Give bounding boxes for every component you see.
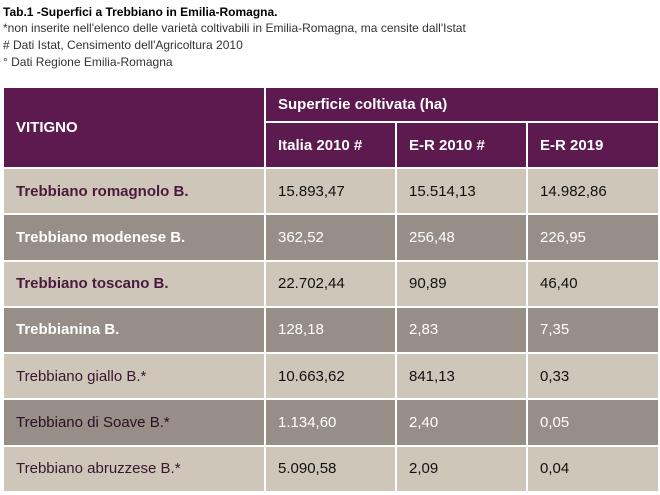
row-label: Trebbiano romagnolo B. [2, 166, 266, 216]
table-row: Trebbianina B. 128,18 2,83 7,35 [2, 305, 660, 355]
table-row: Trebbiano di Soave B.* 1.134,60 2,40 0,0… [2, 398, 660, 447]
footnote-istat: # Dati Istat, Censimento dell'Agricoltur… [3, 38, 243, 52]
cell-er-2019: 0,33 [525, 352, 660, 401]
cell-italia-2010: 5.090,58 [264, 444, 397, 494]
table-row: Trebbiano romagnolo B. 15.893,47 15.514,… [2, 166, 660, 216]
trebbiano-surface-table: VITIGNO Superficie coltivata (ha) Italia… [2, 86, 660, 494]
cell-er-2010: 256,48 [395, 213, 528, 262]
row-label: Trebbiano abruzzese B.* [2, 444, 266, 494]
cell-italia-2010: 15.893,47 [264, 166, 397, 216]
table-row: Trebbiano modenese B. 362,52 256,48 226,… [2, 213, 660, 262]
column-header-er-2010: E-R 2010 # [395, 121, 528, 169]
cell-er-2019: 14.982,86 [525, 166, 660, 216]
cell-italia-2010: 10.663,62 [264, 352, 397, 401]
cell-er-2010: 2,83 [395, 305, 528, 355]
footnote-not-listed: *non inserite nell'elenco delle varietà … [3, 21, 466, 35]
column-header-italia-2010: Italia 2010 # [264, 121, 397, 169]
table-title: Tab.1 -Superfici a Trebbiano in Emilia-R… [3, 5, 278, 19]
row-label: Trebbiano modenese B. [2, 213, 266, 262]
cell-er-2019: 0,05 [525, 398, 660, 447]
cell-er-2019: 226,95 [525, 213, 660, 262]
cell-italia-2010: 1.134,60 [264, 398, 397, 447]
cell-italia-2010: 22.702,44 [264, 259, 397, 308]
cell-er-2010: 90,89 [395, 259, 528, 308]
table-row: Trebbiano giallo B.* 10.663,62 841,13 0,… [2, 352, 660, 401]
table-row: Trebbiano abruzzese B.* 5.090,58 2,09 0,… [2, 444, 660, 494]
row-label: Trebbiano di Soave B.* [2, 398, 266, 447]
footnote-regione: ° Dati Regione Emilia-Romagna [3, 55, 173, 69]
cell-er-2010: 2,09 [395, 444, 528, 494]
cell-er-2019: 46,40 [525, 259, 660, 308]
column-header-vitigno: VITIGNO [2, 86, 266, 169]
cell-italia-2010: 128,18 [264, 305, 397, 355]
cell-er-2010: 2,40 [395, 398, 528, 447]
cell-er-2019: 7,35 [525, 305, 660, 355]
row-label: Trebbiano giallo B.* [2, 352, 266, 401]
cell-er-2010: 841,13 [395, 352, 528, 401]
table-caption: Tab.1 -Superfici a Trebbiano in Emilia-R… [3, 4, 653, 71]
row-label: Trebbiano toscano B. [2, 259, 266, 308]
cell-italia-2010: 362,52 [264, 213, 397, 262]
row-label: Trebbianina B. [2, 305, 266, 355]
cell-er-2019: 0,04 [525, 444, 660, 494]
table-row: Trebbiano toscano B. 22.702,44 90,89 46,… [2, 259, 660, 308]
column-header-er-2019: E-R 2019 [525, 121, 660, 169]
cell-er-2010: 15.514,13 [395, 166, 528, 216]
column-group-header-superficie: Superficie coltivata (ha) [263, 86, 660, 123]
